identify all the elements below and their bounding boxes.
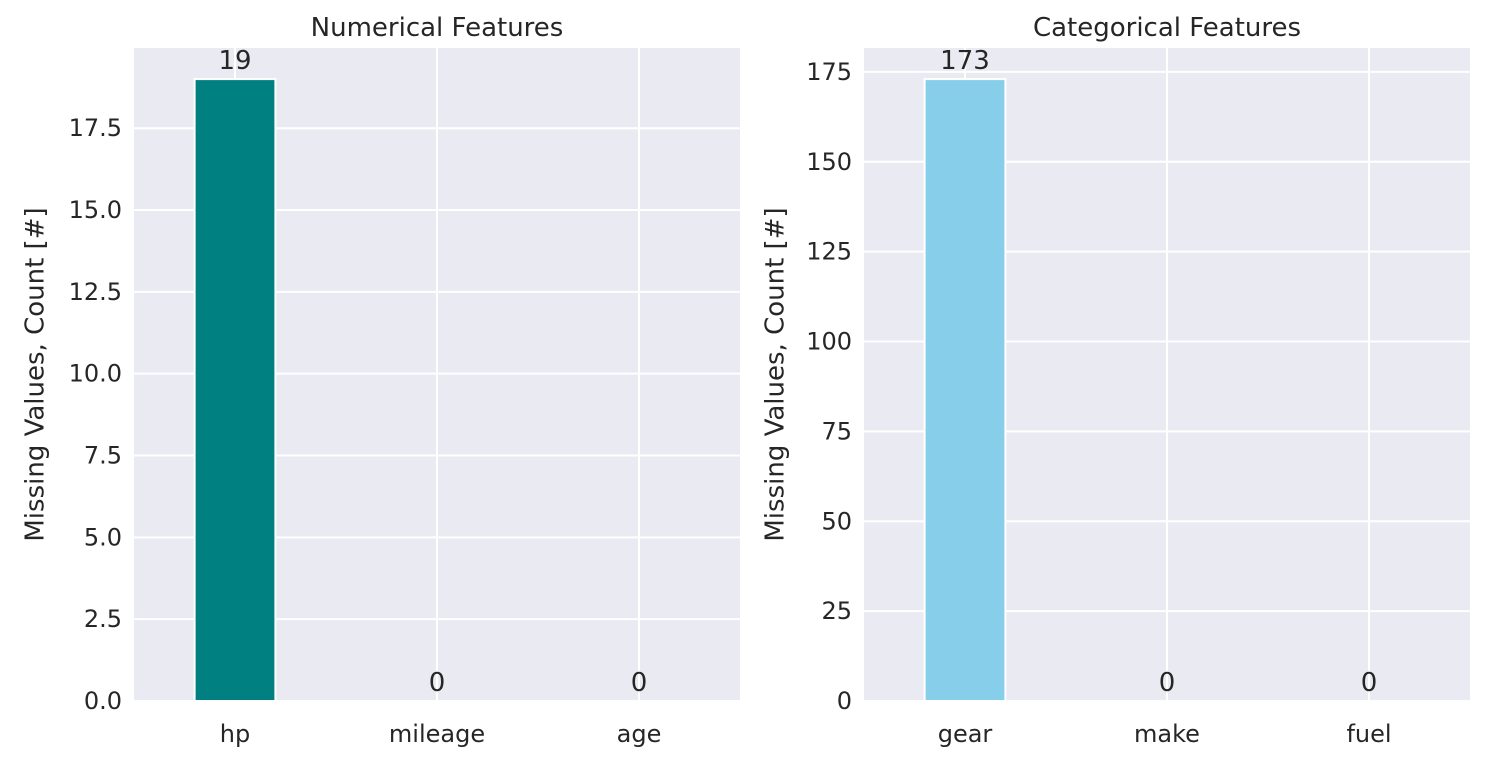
y-tick-label: 7.5 — [84, 442, 122, 470]
data-label: 0 — [631, 668, 648, 698]
y-axis-label: Missing Values, Count [#] — [21, 207, 51, 541]
y-tick-label: 0.0 — [84, 687, 122, 715]
y-tick-label: 50 — [821, 507, 852, 535]
bars — [923, 78, 1007, 703]
y-tick-label: 25 — [821, 597, 852, 625]
chart-title: Categorical Features — [1033, 13, 1301, 43]
y-tick-label: 12.5 — [69, 278, 122, 306]
y-tick-label: 125 — [806, 238, 852, 266]
y-tick-label: 17.5 — [69, 114, 122, 142]
y-axis-label: Missing Values, Count [#] — [761, 207, 791, 541]
y-tick-label: 175 — [806, 58, 852, 86]
data-label: 0 — [1361, 668, 1378, 698]
labels: 0.0 2.5 5.0 7.5 10.0 12.5 15.0 17.5 hp 19 mileage 0… — [69, 46, 662, 748]
x-tick-label: gear — [938, 720, 993, 748]
data-label: 0 — [429, 668, 446, 698]
bar-gear — [923, 78, 1007, 703]
x-tick-label: make — [1134, 720, 1200, 748]
y-tick-label: 2.5 — [84, 605, 122, 633]
numerical-features-panel: 0.0 2.5 5.0 7.5 10.0 12.5 15.0 17.5 hp 19 mileage 0… — [21, 13, 740, 748]
y-tick-label: 0 — [837, 687, 852, 715]
labels: 0 25 50 75 100 125 150 175 gear 173 make 0 fuel 0 — [806, 46, 1391, 748]
y-tick-label: 15.0 — [69, 196, 122, 224]
bar-hp — [193, 78, 277, 703]
data-label: 173 — [940, 46, 990, 76]
y-tick-label: 150 — [806, 148, 852, 176]
data-label: 19 — [218, 46, 251, 76]
x-tick-label: mileage — [389, 720, 485, 748]
data-label: 0 — [1159, 668, 1176, 698]
x-tick-label: hp — [220, 720, 250, 748]
bars — [193, 78, 277, 703]
y-tick-label: 10.0 — [69, 360, 122, 388]
chart-title: Numerical Features — [311, 13, 564, 43]
y-tick-label: 75 — [821, 417, 852, 445]
y-tick-label: 100 — [806, 328, 852, 356]
y-tick-label: 5.0 — [84, 523, 122, 551]
x-tick-label: age — [617, 720, 662, 748]
categorical-features-panel: 0 25 50 75 100 125 150 175 gear 173 make 0 fuel 0 Cat… — [761, 13, 1470, 748]
x-tick-label: fuel — [1346, 720, 1391, 748]
